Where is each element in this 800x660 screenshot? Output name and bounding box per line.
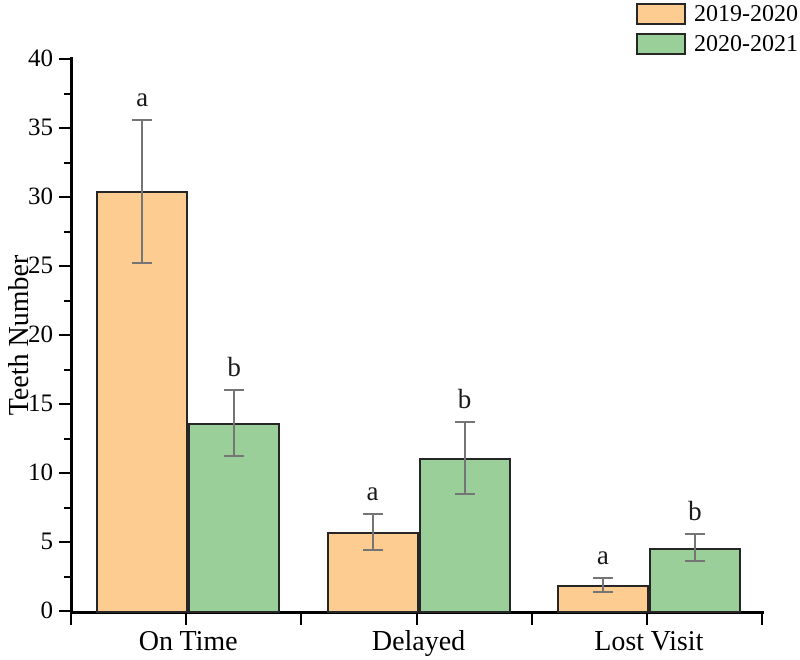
x-tick	[530, 614, 533, 625]
y-major-tick	[59, 541, 70, 543]
error-bar-cap-top	[362, 513, 383, 516]
error-bar-cap-top	[684, 532, 705, 535]
x-tick	[300, 614, 303, 625]
significance-letter: b	[227, 352, 241, 383]
x-category-label: On Time	[138, 626, 238, 657]
error-bar-cap-top	[592, 576, 613, 579]
y-major-tick	[59, 403, 70, 405]
y-major-tick	[59, 334, 70, 336]
y-minor-tick	[64, 299, 70, 302]
error-bar-line	[233, 390, 236, 457]
y-tick-label: 0	[40, 597, 54, 624]
y-tick-label: 20	[28, 321, 53, 348]
error-bar-line	[463, 421, 466, 494]
legend-swatch-series-1	[636, 3, 686, 25]
error-bar-line	[693, 533, 696, 562]
x-category-label: Lost Visit	[594, 626, 704, 657]
legend: 2019-2020 2020-2021	[636, 1, 798, 57]
error-bar-cap-bottom	[454, 492, 475, 495]
error-bar-cap-bottom	[132, 262, 153, 265]
error-bar-cap-top	[132, 118, 153, 121]
error-bar-line	[601, 577, 604, 592]
significance-letter: a	[366, 476, 379, 507]
legend-label-series-2: 2020-2021	[694, 31, 798, 57]
legend-label-series-1: 2019-2020	[694, 1, 798, 27]
y-major-tick	[59, 265, 70, 267]
error-bar-line	[141, 119, 144, 264]
y-tick-label: 30	[28, 183, 53, 210]
y-minor-tick	[64, 437, 70, 440]
y-minor-tick	[64, 506, 70, 509]
y-major-tick	[59, 472, 70, 474]
x-tick	[645, 614, 648, 625]
x-tick	[761, 614, 763, 625]
error-bar-cap-bottom	[224, 455, 245, 458]
y-major-tick	[59, 196, 70, 198]
y-tick-label: 40	[28, 45, 53, 72]
y-minor-tick	[64, 92, 70, 95]
y-tick-label: 15	[28, 390, 53, 417]
legend-item: 2019-2020	[636, 1, 798, 27]
y-major-tick	[59, 610, 70, 612]
error-bar-cap-top	[454, 420, 475, 423]
legend-swatch-series-2	[636, 33, 686, 55]
significance-letter: b	[688, 495, 702, 526]
x-category-label: Delayed	[371, 626, 466, 657]
y-axis-line	[70, 57, 73, 614]
y-major-tick	[59, 127, 70, 129]
y-tick-label: 10	[28, 459, 53, 486]
y-minor-tick	[64, 368, 70, 371]
y-tick-label: 5	[40, 528, 54, 555]
significance-letter: b	[457, 383, 472, 414]
error-bar-cap-bottom	[362, 549, 383, 552]
error-bar-cap-bottom	[592, 590, 613, 593]
legend-item: 2020-2021	[636, 31, 798, 57]
y-minor-tick	[64, 575, 70, 578]
y-tick-label: 35	[28, 114, 53, 141]
x-tick	[185, 614, 188, 625]
y-minor-tick	[64, 230, 70, 233]
x-tick	[70, 614, 72, 625]
error-bar-line	[371, 514, 374, 551]
y-tick-label: 25	[28, 252, 53, 279]
error-bar-cap-top	[224, 389, 245, 392]
error-bar-cap-bottom	[684, 560, 705, 563]
significance-letter: a	[136, 81, 149, 112]
significance-letter: a	[596, 539, 609, 570]
x-tick	[415, 614, 418, 625]
y-minor-tick	[64, 161, 70, 164]
y-major-tick	[59, 58, 70, 60]
